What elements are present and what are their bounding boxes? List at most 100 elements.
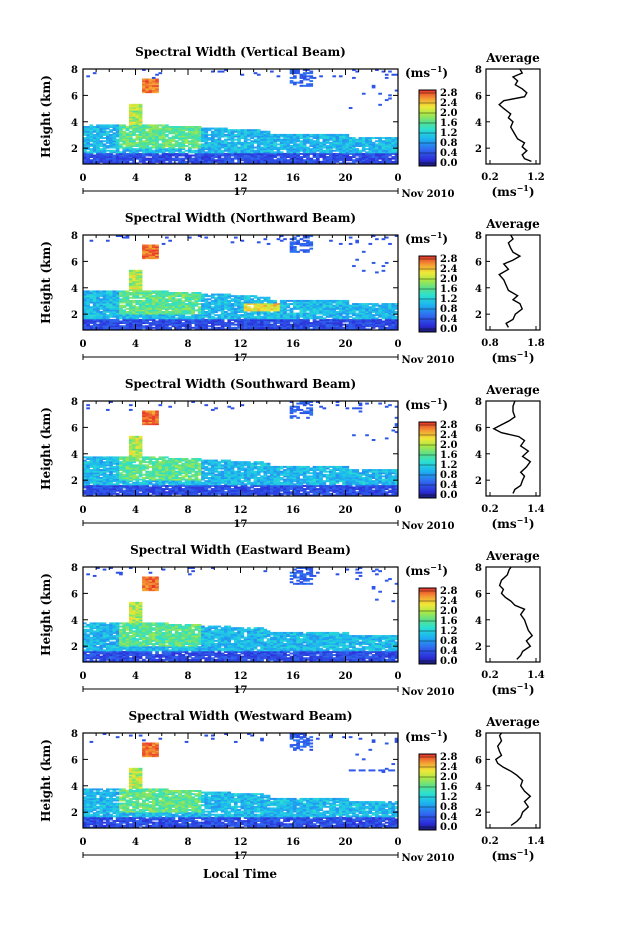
heatmap-cell: [109, 292, 113, 294]
heatmap-cell: [191, 306, 195, 309]
heatmap-cell: [125, 301, 130, 304]
heatmap-cell: [384, 146, 389, 149]
heatmap-cell: [217, 301, 222, 304]
heatmap-cell: [109, 133, 113, 136]
heatmap-cell: [270, 70, 274, 73]
heatmap-cell: [286, 303, 291, 306]
heatmap-cell: [132, 152, 136, 155]
heatmap-cell: [168, 132, 172, 135]
heatmap-cell: [145, 149, 150, 152]
heatmap-cell: [151, 143, 156, 146]
heatmap-cell: [184, 152, 189, 155]
heatmap-cell: [145, 304, 150, 307]
heatmap-cell: [306, 322, 310, 325]
heatmap-cell: [99, 154, 104, 157]
heatmap-cell: [273, 312, 277, 315]
heatmap-cell: [151, 81, 156, 84]
y-tick-label: 6: [71, 91, 78, 102]
heatmap-cell: [119, 298, 123, 301]
heatmap-cell: [381, 143, 386, 146]
heatmap-cell: [302, 323, 307, 326]
heatmap-cell: [293, 149, 297, 152]
heatmap-cell: [155, 306, 159, 309]
heatmap-cell: [102, 143, 107, 146]
heatmap-cell: [128, 140, 133, 143]
heatmap-cell: [122, 157, 127, 160]
avg-x-tick-label: 1.8: [527, 338, 544, 349]
heatmap-cell: [119, 293, 123, 296]
heatmap-cell: [135, 277, 140, 280]
heatmap-cell: [273, 152, 277, 155]
heatmap-cell: [256, 322, 261, 325]
heatmap-cell: [306, 133, 310, 136]
colorbar: [418, 89, 437, 167]
heatmap-cell: [214, 129, 218, 132]
heatmap-cell: [352, 160, 356, 163]
heatmap-cell: [142, 249, 146, 252]
heatmap-cell: [266, 323, 271, 326]
heatmap-cell: [384, 236, 389, 239]
heatmap-cell: [240, 296, 245, 299]
heatmap-cell: [194, 326, 199, 329]
avg-y-tick-label: 6: [475, 91, 482, 102]
heatmap-cell: [86, 307, 90, 310]
heatmap-cell: [355, 148, 360, 151]
heatmap-cell: [96, 314, 100, 317]
heatmap-cell: [293, 81, 297, 84]
heatmap-cell: [217, 318, 222, 321]
heatmap-cell: [312, 315, 317, 318]
heatmap-cell: [204, 295, 209, 298]
heatmap-cell: [296, 322, 300, 325]
heatmap-cell: [263, 307, 268, 310]
heatmap-cell: [92, 304, 97, 307]
heatmap-cell: [270, 151, 274, 154]
heatmap-cell: [115, 322, 120, 325]
heatmap-cell: [115, 326, 120, 329]
heatmap-cell: [204, 133, 209, 136]
heatmap-cell: [361, 141, 366, 144]
heatmap-cell: [276, 326, 281, 329]
heatmap-cell: [86, 157, 90, 160]
heatmap-cell: [368, 303, 373, 306]
heatmap-cell: [181, 312, 186, 315]
heatmap-cell: [92, 323, 97, 326]
heatmap-cell: [151, 252, 156, 255]
heatmap-cell: [283, 325, 287, 328]
heatmap-cell: [181, 129, 186, 132]
heatmap-cell: [230, 298, 235, 301]
heatmap-cell: [338, 242, 343, 245]
heatmap-cell: [289, 133, 294, 136]
heatmap-cell: [148, 296, 153, 299]
heatmap-cell: [345, 141, 350, 144]
heatmap-cell: [352, 148, 356, 151]
heatmap-cell: [306, 299, 310, 302]
heatmap-cell: [119, 461, 123, 464]
heatmap-cell: [197, 312, 202, 315]
heatmap-cell: [260, 148, 264, 151]
heatmap-cell: [309, 306, 314, 309]
heatmap-cell: [338, 138, 343, 141]
heatmap-cell: [135, 320, 140, 323]
heatmap-cell: [119, 295, 123, 298]
heatmap-cell: [178, 126, 182, 128]
heatmap-cell: [135, 280, 140, 283]
heatmap-cell: [194, 301, 199, 304]
heatmap-cell: [145, 88, 150, 90]
heatmap-cell: [161, 149, 166, 152]
heatmap-cell: [342, 156, 346, 159]
heatmap-cell: [115, 456, 120, 459]
heatmap-cell: [151, 151, 156, 154]
heatmap-cell: [338, 145, 343, 147]
heatmap-cell: [207, 315, 212, 318]
heatmap-cell: [128, 320, 133, 323]
heatmap-cell: [135, 130, 140, 133]
heatmap-cell: [132, 296, 136, 299]
heatmap-cell: [266, 312, 271, 315]
heatmap-cell: [201, 145, 205, 147]
heatmap-cell: [361, 160, 366, 163]
heatmap-cell: [191, 137, 195, 140]
heatmap-cell: [174, 298, 179, 301]
heatmap-cell: [394, 143, 399, 146]
heatmap-cell: [122, 132, 127, 135]
heatmap-cell: [335, 159, 340, 162]
